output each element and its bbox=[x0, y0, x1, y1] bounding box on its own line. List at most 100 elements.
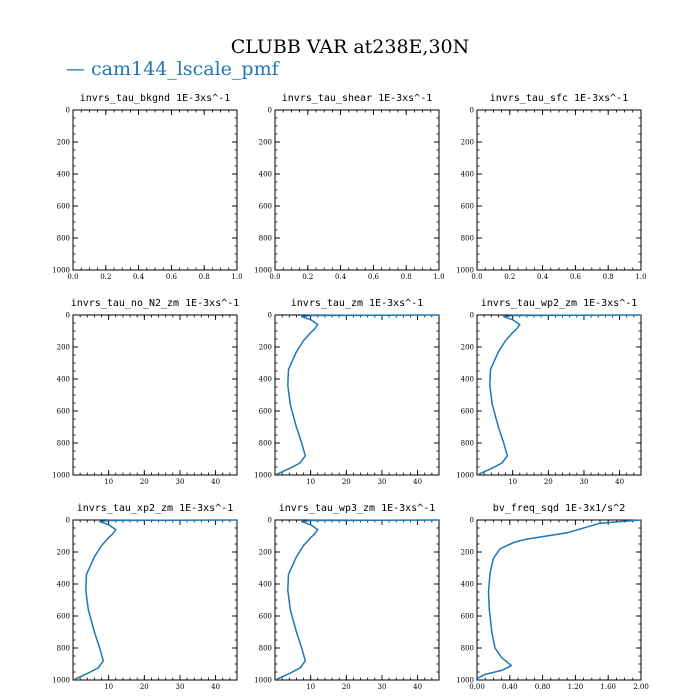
y-tick-label: 400 bbox=[259, 171, 272, 179]
y-tick-label: 800 bbox=[57, 235, 70, 243]
y-tick-label: 0 bbox=[268, 107, 272, 115]
y-tick-label: 800 bbox=[259, 440, 272, 448]
x-tick-label: 40 bbox=[211, 478, 220, 486]
x-tick-label: 0.2 bbox=[504, 273, 515, 281]
x-tick-label: 0.8 bbox=[401, 273, 412, 281]
legend-entry: — cam144_lscale_pmf bbox=[66, 58, 279, 80]
y-tick-label: 200 bbox=[57, 549, 70, 557]
y-tick-label: 400 bbox=[57, 376, 70, 384]
x-tick-label: 0.6 bbox=[166, 273, 178, 281]
y-tick-label: 1000 bbox=[254, 472, 272, 480]
y-tick-label: 600 bbox=[57, 613, 70, 621]
y-tick-label: 800 bbox=[461, 235, 474, 243]
y-tick-label: 200 bbox=[259, 549, 272, 557]
y-tick-label: 600 bbox=[461, 613, 474, 621]
y-tick-label: 200 bbox=[461, 139, 474, 147]
subplot-9: bv_freq_sqd 1E-3x1/s^2020040060080010000… bbox=[456, 503, 649, 691]
subplot-title: invrs_tau_bkgnd 1E-3xs^-1 bbox=[80, 93, 231, 104]
y-tick-label: 800 bbox=[57, 645, 70, 653]
x-tick-label: 20 bbox=[544, 478, 553, 486]
y-tick-label: 0 bbox=[268, 312, 272, 320]
x-tick-label: 1.20 bbox=[568, 683, 584, 691]
x-tick-label: 0.00 bbox=[469, 683, 485, 691]
y-tick-label: 800 bbox=[57, 440, 70, 448]
x-tick-label: 0.2 bbox=[302, 273, 313, 281]
subplot-5: invrs_tau_zm 1E-3xs^-1 0 200 400 600 800 1000 1… bbox=[254, 298, 440, 486]
y-tick-label: 600 bbox=[461, 408, 474, 416]
plot-frame bbox=[274, 314, 440, 476]
y-tick-label: 600 bbox=[57, 408, 70, 416]
subplot-4: invrs_tau_no_N2_zm 1E-3xs^-10 200 400 600 80… bbox=[52, 298, 239, 486]
x-tick-label: 1.0 bbox=[635, 273, 646, 281]
x-tick-label: 20 bbox=[342, 478, 351, 486]
x-tick-label: 40 bbox=[211, 683, 220, 691]
subplot-6: invrs_tau_wp2_zm 1E-3xs^-1 0 200 400 600 800 1… bbox=[456, 298, 642, 486]
y-tick-label: 1000 bbox=[456, 677, 474, 685]
subplot-3: invrs_tau_sfc 1E-3xs^-1 0 200 400 600 800 1000… bbox=[456, 93, 646, 281]
plot-frame bbox=[476, 519, 642, 681]
series-line bbox=[476, 519, 642, 680]
plot-frame bbox=[476, 109, 642, 271]
y-tick-label: 200 bbox=[259, 139, 272, 147]
x-tick-label: 20 bbox=[342, 683, 351, 691]
y-tick-label: 0 bbox=[66, 312, 70, 320]
y-tick-label: 400 bbox=[259, 581, 272, 589]
y-tick-label: 0 bbox=[268, 517, 272, 525]
x-tick-label: 40 bbox=[615, 478, 624, 486]
series-line bbox=[478, 314, 642, 475]
y-tick-label: 1000 bbox=[456, 267, 474, 275]
x-tick-label: 0.6 bbox=[368, 273, 380, 281]
figure-title: CLUBB VAR at238E,30N bbox=[230, 36, 470, 58]
x-tick-label: 20 bbox=[140, 683, 149, 691]
subplot-8: invrs_tau_wp3_zm 1E-3xs^-1 0 200 400 600 800 1… bbox=[254, 503, 440, 691]
x-tick-label: 10 bbox=[306, 478, 315, 486]
subplot-title: invrs_tau_xp2_zm 1E-3xs^-1 bbox=[77, 503, 234, 514]
y-tick-label: 800 bbox=[259, 235, 272, 243]
x-tick-label: 10 bbox=[508, 478, 517, 486]
x-tick-label: 40 bbox=[413, 683, 422, 691]
y-tick-label: 800 bbox=[461, 440, 474, 448]
y-tick-label: 1000 bbox=[254, 677, 272, 685]
x-tick-label: 10 bbox=[104, 683, 113, 691]
subplot-title: invrs_tau_sfc 1E-3xs^-1 bbox=[490, 93, 628, 104]
y-tick-label: 200 bbox=[461, 344, 474, 352]
y-tick-label: 200 bbox=[259, 344, 272, 352]
y-tick-label: 400 bbox=[259, 376, 272, 384]
x-tick-label: 0.8 bbox=[199, 273, 210, 281]
series-line bbox=[276, 314, 440, 475]
y-tick-label: 200 bbox=[57, 139, 70, 147]
y-tick-label: 800 bbox=[461, 645, 474, 653]
y-tick-label: 600 bbox=[259, 408, 272, 416]
y-tick-label: 0 bbox=[470, 517, 474, 525]
y-tick-label: 0 bbox=[66, 107, 70, 115]
x-tick-label: 0.0 bbox=[67, 273, 78, 281]
subplot-title: bv_freq_sqd 1E-3x1/s^2 bbox=[493, 503, 625, 514]
y-tick-label: 400 bbox=[57, 171, 70, 179]
x-tick-label: 2.00 bbox=[633, 683, 649, 691]
x-tick-label: 0.40 bbox=[502, 683, 518, 691]
y-tick-label: 1000 bbox=[52, 472, 70, 480]
plot-frame bbox=[72, 109, 238, 271]
subplot-7: invrs_tau_xp2_zm 1E-3xs^-1 0 200 400 600 800 1… bbox=[52, 503, 238, 691]
y-tick-label: 1000 bbox=[254, 267, 272, 275]
x-tick-label: 30 bbox=[175, 683, 184, 691]
y-tick-label: 0 bbox=[66, 517, 70, 525]
x-tick-label: 1.0 bbox=[231, 273, 242, 281]
y-tick-label: 600 bbox=[461, 203, 474, 211]
x-tick-label: 10 bbox=[104, 478, 113, 486]
x-tick-label: 40 bbox=[413, 478, 422, 486]
plot-frame bbox=[476, 314, 642, 476]
x-tick-label: 30 bbox=[579, 478, 588, 486]
y-tick-label: 400 bbox=[57, 581, 70, 589]
subplot-title: invrs_tau_wp3_zm 1E-3xs^-1 bbox=[279, 503, 436, 514]
x-tick-label: 1.0 bbox=[433, 273, 444, 281]
x-tick-label: 0.4 bbox=[335, 273, 347, 281]
y-tick-label: 1000 bbox=[456, 472, 474, 480]
y-tick-label: 1000 bbox=[52, 267, 70, 275]
x-tick-label: 20 bbox=[140, 478, 149, 486]
subplot-title: invrs_tau_wp2_zm 1E-3xs^-1 bbox=[481, 298, 638, 309]
x-tick-label: 10 bbox=[306, 683, 315, 691]
y-tick-label: 0 bbox=[470, 312, 474, 320]
y-tick-label: 600 bbox=[259, 203, 272, 211]
